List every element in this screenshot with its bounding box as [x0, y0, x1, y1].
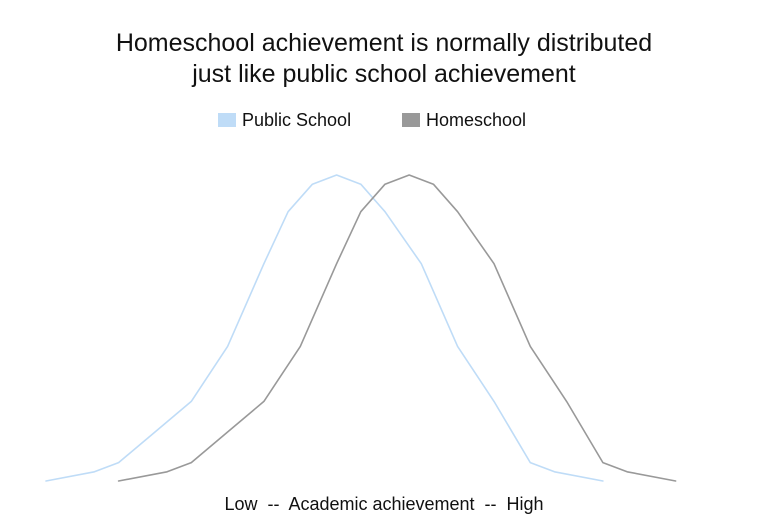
series-line-homeschool: [117, 174, 677, 482]
legend-label-public-school: Public School: [242, 110, 352, 130]
chart-title: Homeschool achievement is normally distr…: [0, 28, 768, 90]
chart-title-line-1: Homeschool achievement is normally distr…: [115, 29, 653, 57]
legend: Public School Homeschool: [0, 108, 768, 132]
legend-entry-public-school: Public School: [218, 108, 351, 132]
legend-swatch-homeschool: [402, 113, 420, 127]
series-line-public-school: [45, 174, 604, 482]
chart-title-line-2: just like public school achievement: [192, 60, 576, 88]
legend-entry-homeschool: Homeschool: [402, 108, 526, 132]
x-axis-label: Low -- Academic achievement -- High: [224, 494, 544, 514]
legend-label-homeschool: Homeschool: [426, 110, 527, 130]
legend-swatch-public-school: [218, 113, 236, 127]
